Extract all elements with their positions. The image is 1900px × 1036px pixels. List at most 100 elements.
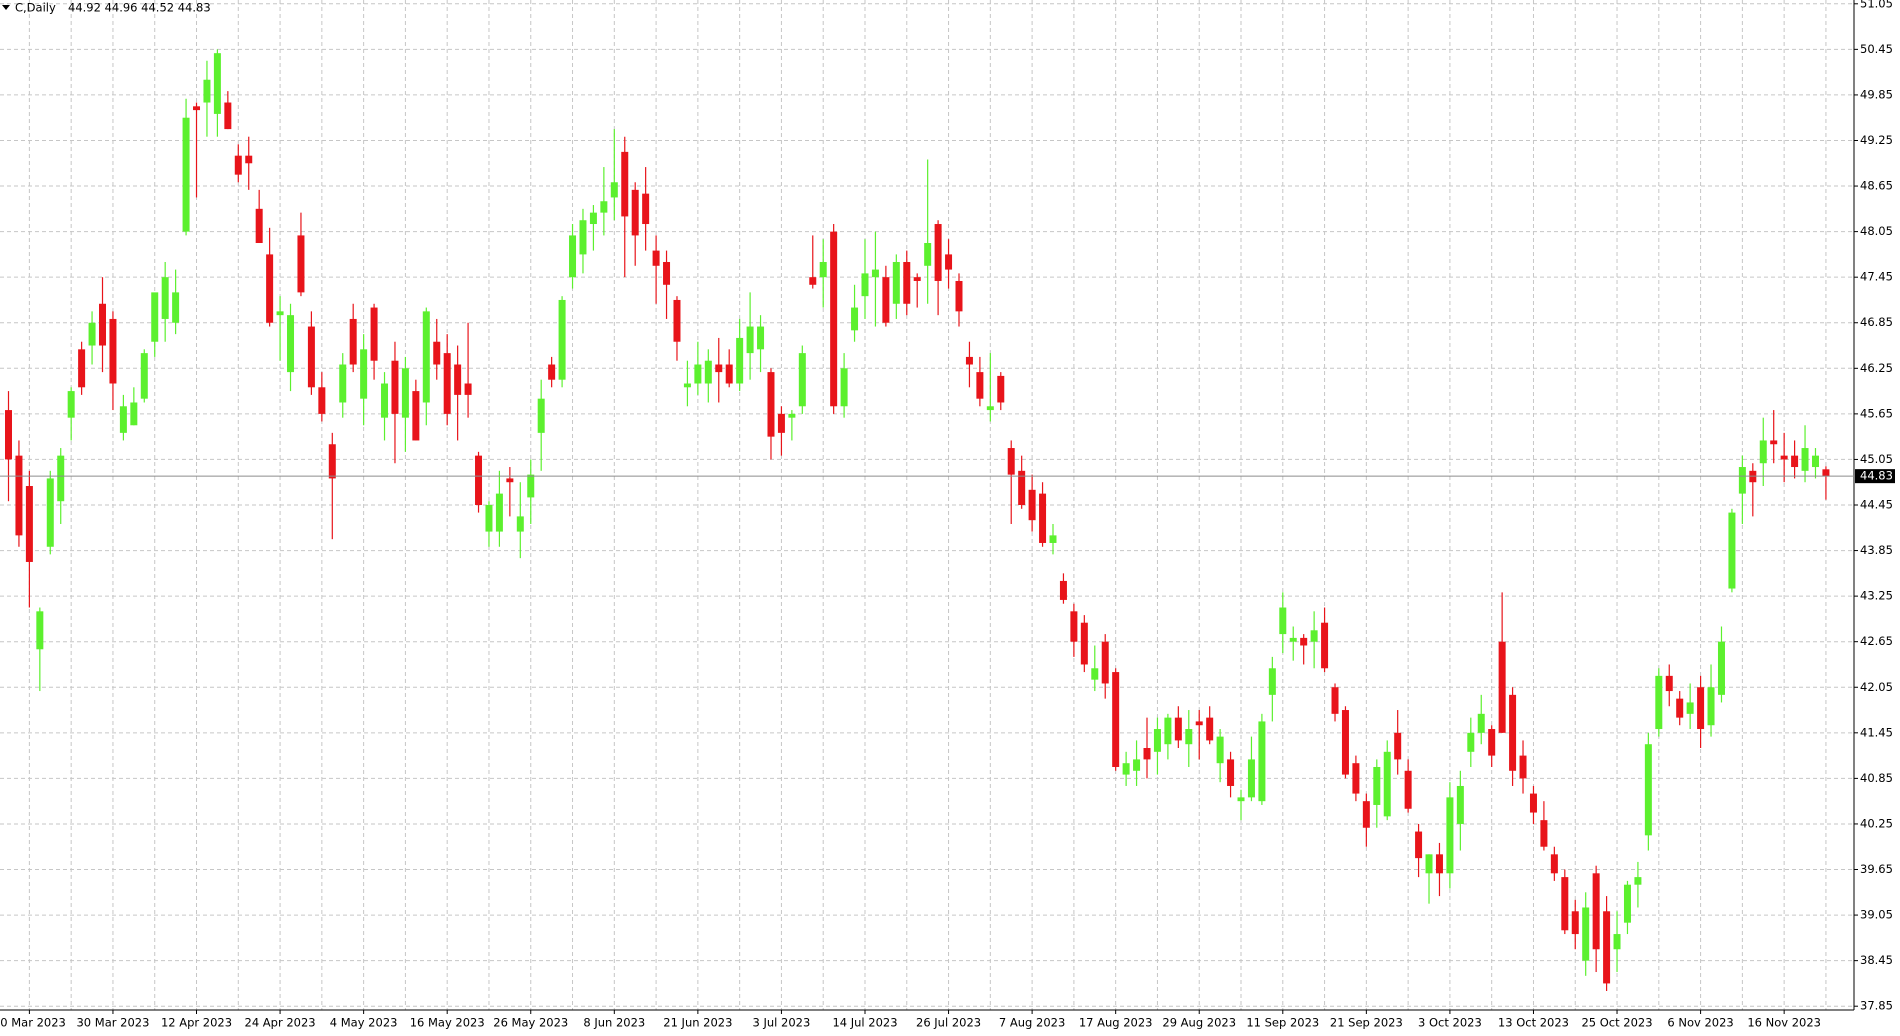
- candle-body: [1498, 641, 1506, 733]
- candle-body: [1571, 911, 1579, 935]
- x-tick-label: 13 Oct 2023: [1498, 1016, 1569, 1030]
- candle-body: [777, 413, 785, 433]
- candle-body: [725, 364, 733, 384]
- candle-body: [1300, 637, 1308, 646]
- candle-body: [412, 391, 420, 441]
- y-tick-label: 43.85: [1860, 543, 1893, 557]
- x-tick-label: 21 Jun 2023: [663, 1016, 732, 1030]
- y-tick-label: 48.65: [1860, 179, 1893, 193]
- candle-body: [621, 151, 629, 217]
- candle-body: [1070, 611, 1078, 642]
- candle-body: [1425, 854, 1433, 874]
- candle-body: [172, 292, 180, 323]
- candle-body: [1039, 493, 1047, 543]
- candle-body: [1623, 884, 1631, 923]
- candle-body: [1227, 759, 1235, 786]
- candle-body: [840, 368, 848, 407]
- candle-body: [287, 315, 295, 373]
- x-tick-label: 3 Jul 2023: [753, 1016, 811, 1030]
- candle-body: [1801, 448, 1809, 471]
- candle-body: [475, 455, 483, 505]
- candle-body: [663, 261, 671, 285]
- candle-body: [1717, 641, 1725, 695]
- y-tick-label: 44.45: [1860, 498, 1893, 512]
- candle-body: [1028, 489, 1036, 521]
- candle-body: [1394, 732, 1402, 760]
- candle-body: [360, 349, 368, 399]
- candle-body: [67, 391, 75, 418]
- candle-body: [182, 117, 190, 232]
- y-tick-label: 39.65: [1860, 862, 1893, 876]
- x-tick-label: 29 Aug 2023: [1162, 1016, 1236, 1030]
- candle-body: [1185, 729, 1193, 745]
- candle-body: [5, 410, 12, 460]
- x-tick-label: 11 Sep 2023: [1246, 1016, 1319, 1030]
- candle-body: [1686, 702, 1694, 714]
- candle-body: [370, 307, 378, 361]
- candle-body: [1091, 668, 1099, 680]
- candle-body: [1321, 622, 1329, 669]
- candle-body: [631, 189, 639, 236]
- candle-body: [1446, 797, 1454, 874]
- candle-body: [746, 326, 754, 354]
- candle-body: [1603, 911, 1611, 984]
- candle-body: [1644, 744, 1652, 836]
- candle-body: [788, 413, 796, 418]
- y-tick-label: 47.45: [1860, 270, 1893, 284]
- x-tick-label: 17 Aug 2023: [1079, 1016, 1153, 1030]
- candle-body: [255, 208, 263, 244]
- candle-body: [99, 303, 107, 346]
- candle-body: [1613, 934, 1621, 950]
- candle-body: [297, 235, 305, 293]
- candle-body: [193, 106, 201, 111]
- candle-body: [642, 193, 650, 225]
- x-tick-label: 6 Nov 2023: [1667, 1016, 1733, 1030]
- candle-body: [1164, 717, 1172, 745]
- candle-body: [882, 277, 890, 323]
- x-tick-label: 30 Mar 2023: [76, 1016, 149, 1030]
- candle-body: [381, 383, 389, 418]
- y-tick-label: 45.65: [1860, 406, 1893, 420]
- candle-body: [1268, 668, 1276, 695]
- candle-body: [1258, 721, 1266, 802]
- ohlc-label: 44.92 44.96 44.52 44.83: [68, 1, 211, 15]
- candle-body: [1383, 751, 1391, 817]
- candle-body: [955, 280, 963, 312]
- y-tick-label: 48.05: [1860, 224, 1893, 238]
- x-tick-label: 24 Apr 2023: [245, 1016, 316, 1030]
- candle-body: [1174, 717, 1182, 741]
- candle-body: [119, 406, 127, 433]
- x-tick-label: 25 Oct 2023: [1581, 1016, 1652, 1030]
- candle-body: [736, 337, 744, 384]
- candle-body: [1237, 797, 1245, 802]
- candle-body: [401, 368, 409, 418]
- candle-body: [391, 360, 399, 414]
- candle-body: [1352, 763, 1360, 794]
- candle-body: [1206, 717, 1214, 741]
- x-tick-label: 14 Jul 2023: [832, 1016, 897, 1030]
- candle-body: [1477, 713, 1485, 733]
- candle-body: [1341, 710, 1349, 775]
- candle-body: [1331, 687, 1339, 714]
- candle-body: [1122, 763, 1130, 775]
- candle-body: [1676, 698, 1684, 718]
- candle-body: [527, 474, 535, 498]
- candle-body: [673, 299, 681, 342]
- candle-body: [819, 261, 827, 278]
- x-tick-label: 26 Jul 2023: [916, 1016, 981, 1030]
- y-tick-label: 40.85: [1860, 771, 1893, 785]
- candle-body: [704, 360, 712, 384]
- y-tick-label: 46.85: [1860, 315, 1893, 329]
- candle-body: [422, 311, 430, 403]
- candle-body: [1791, 455, 1799, 468]
- candle-body: [224, 102, 232, 130]
- candle-body: [1529, 793, 1537, 813]
- x-tick-label: 16 May 2023: [410, 1016, 485, 1030]
- candle-body: [1310, 630, 1318, 642]
- candle-body: [757, 326, 765, 350]
- candle-body: [913, 277, 921, 281]
- candle-body: [151, 292, 159, 342]
- last-price-box: [1855, 469, 1895, 484]
